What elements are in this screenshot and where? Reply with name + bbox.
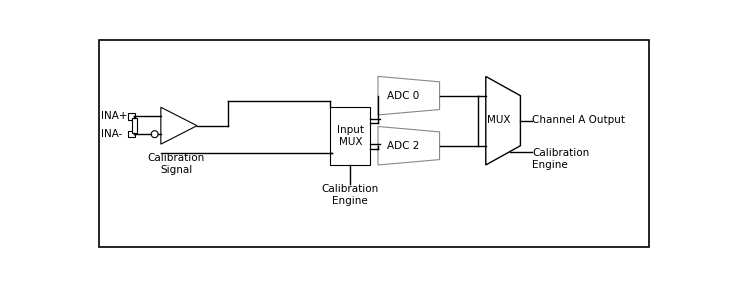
Polygon shape — [161, 107, 197, 144]
Text: MUX: MUX — [487, 115, 510, 125]
Text: INA-: INA- — [101, 129, 122, 139]
Text: Calibration
Engine: Calibration Engine — [532, 148, 589, 170]
Text: ADC 2: ADC 2 — [387, 141, 420, 151]
Bar — [330, 107, 370, 165]
Text: Calibration
Signal: Calibration Signal — [147, 153, 205, 175]
Bar — [128, 113, 134, 120]
Polygon shape — [378, 126, 439, 165]
Text: Input
MUX: Input MUX — [337, 125, 364, 147]
Polygon shape — [485, 76, 520, 165]
Text: Calibration
Engine: Calibration Engine — [322, 184, 379, 206]
Text: INA+: INA+ — [101, 111, 127, 122]
Bar — [128, 131, 134, 137]
Text: Channel A Output: Channel A Output — [532, 115, 625, 125]
Bar — [131, 118, 137, 133]
Text: ADC 0: ADC 0 — [387, 91, 420, 101]
Polygon shape — [378, 76, 439, 115]
Circle shape — [151, 131, 158, 138]
